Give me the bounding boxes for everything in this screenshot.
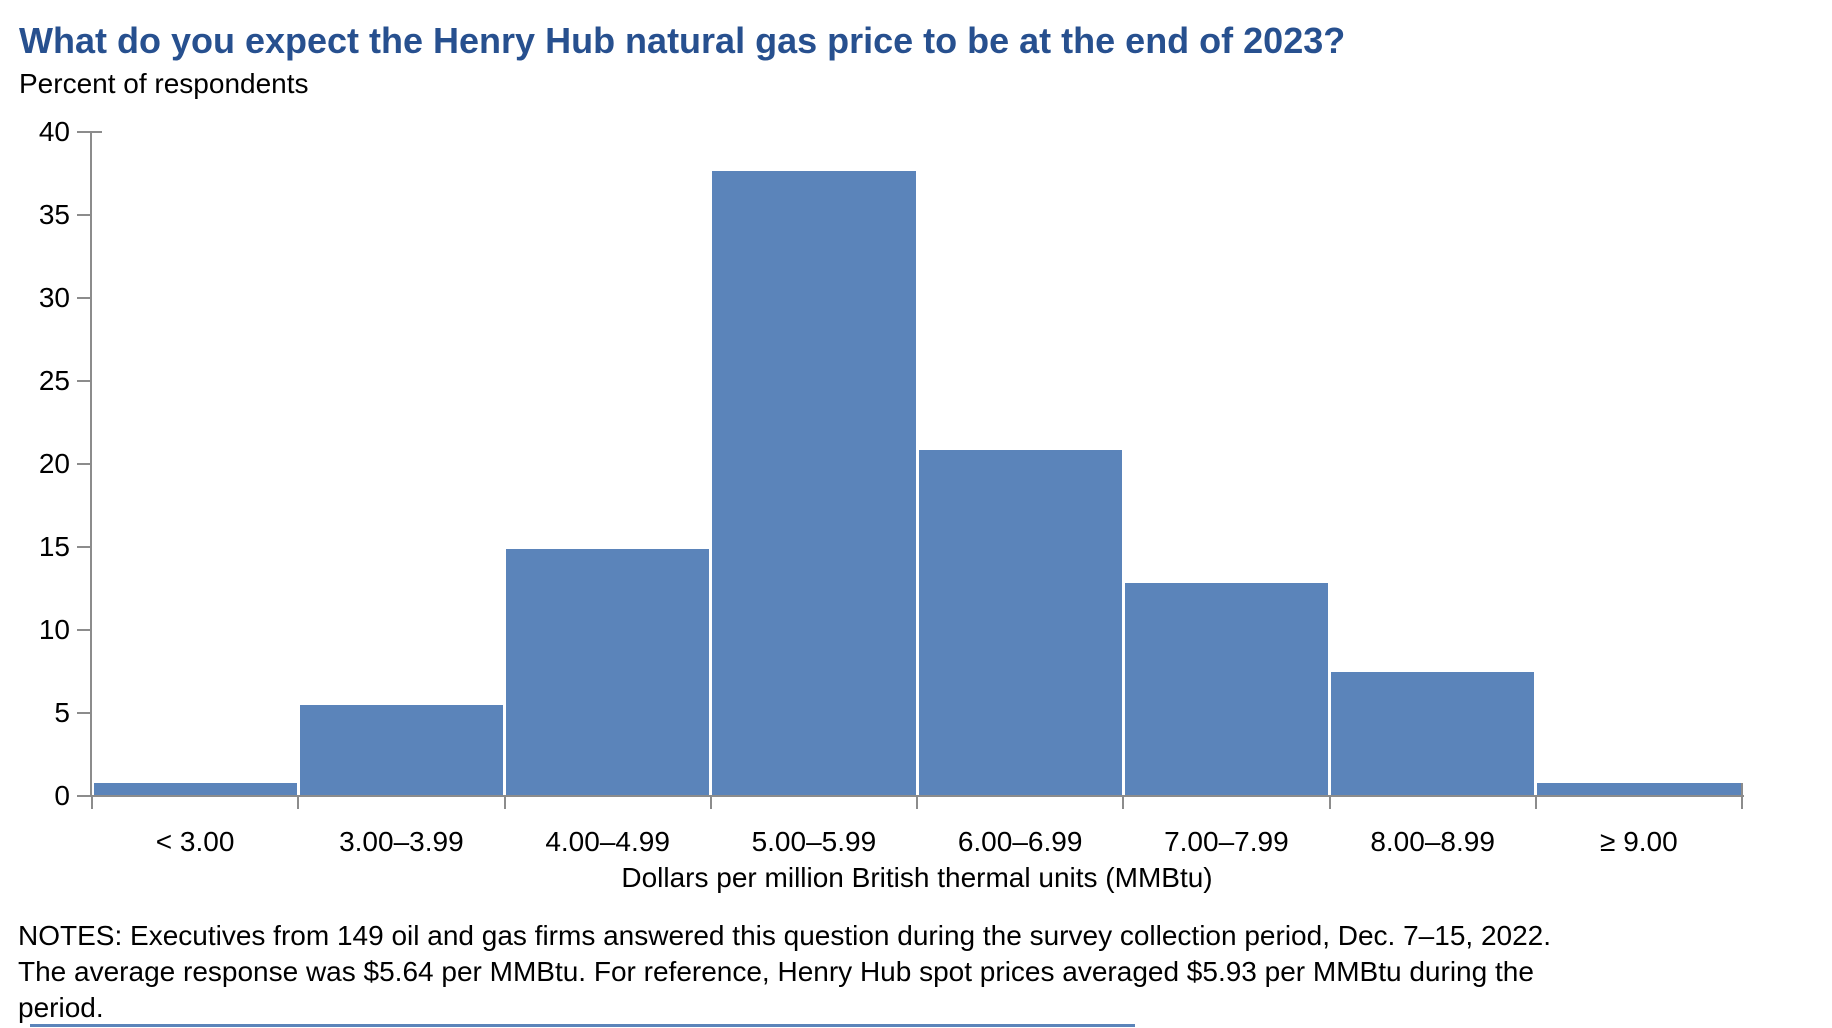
x-tick bbox=[297, 795, 299, 809]
x-category-label: 4.00–4.99 bbox=[545, 826, 670, 857]
y-tick bbox=[77, 463, 90, 465]
y-tick bbox=[77, 131, 90, 133]
y-tick-label: 15 bbox=[38, 531, 70, 562]
x-tick bbox=[1535, 795, 1537, 809]
y-tick bbox=[77, 214, 90, 216]
y-tick-label: 20 bbox=[38, 448, 70, 479]
notes-line: period. bbox=[18, 992, 104, 1023]
y-tick bbox=[77, 712, 90, 714]
x-tick bbox=[1741, 783, 1743, 809]
x-tick bbox=[504, 795, 506, 809]
bar bbox=[1124, 583, 1328, 795]
x-tick bbox=[91, 795, 93, 809]
y-tick-label: 35 bbox=[38, 199, 70, 230]
bar bbox=[712, 171, 916, 795]
x-category-label: 5.00–5.99 bbox=[751, 826, 877, 857]
y-tick-label: 30 bbox=[38, 282, 70, 313]
bar bbox=[1537, 783, 1741, 795]
y-tick-label: 25 bbox=[38, 365, 70, 396]
y-tick-label: 10 bbox=[38, 614, 70, 645]
x-category-label: < 3.00 bbox=[155, 826, 235, 857]
y-axis-top-cap bbox=[92, 131, 102, 133]
x-tick bbox=[710, 795, 712, 809]
x-category-label: 6.00–6.99 bbox=[957, 826, 1083, 857]
x-tick bbox=[1329, 795, 1331, 809]
y-tick bbox=[77, 546, 90, 548]
x-category-label: 3.00–3.99 bbox=[339, 826, 464, 857]
notes-line: The average response was $5.64 per MMBtu… bbox=[18, 956, 1534, 987]
notes-text: NOTES: Executives from 149 oil and gas f… bbox=[18, 918, 1818, 1026]
x-axis-title: Dollars per million British thermal unit… bbox=[621, 862, 1213, 893]
y-axis-line bbox=[90, 131, 92, 797]
footer-rule bbox=[30, 1024, 1135, 1027]
bar bbox=[299, 705, 503, 795]
y-tick bbox=[77, 629, 90, 631]
y-tick-label: 40 bbox=[38, 116, 70, 147]
y-tick bbox=[77, 795, 90, 797]
x-tick bbox=[1122, 795, 1124, 809]
bar bbox=[1331, 672, 1535, 795]
x-tick bbox=[916, 795, 918, 809]
y-tick-label: 5 bbox=[54, 697, 70, 728]
chart-title: What do you expect the Henry Hub natural… bbox=[19, 20, 1346, 61]
x-category-label: 8.00–8.99 bbox=[1370, 826, 1495, 857]
y-tick bbox=[77, 380, 90, 382]
x-category-label: ≥ 9.00 bbox=[1600, 826, 1678, 857]
bar bbox=[506, 549, 710, 795]
y-axis-unit-label: Percent of respondents bbox=[19, 68, 309, 99]
y-tick-label: 0 bbox=[54, 780, 70, 811]
bar bbox=[918, 450, 1122, 795]
y-tick bbox=[77, 297, 90, 299]
notes-line: NOTES: Executives from 149 oil and gas f… bbox=[18, 920, 1552, 951]
x-category-label: 7.00–7.99 bbox=[1164, 826, 1289, 857]
bar bbox=[93, 783, 297, 795]
